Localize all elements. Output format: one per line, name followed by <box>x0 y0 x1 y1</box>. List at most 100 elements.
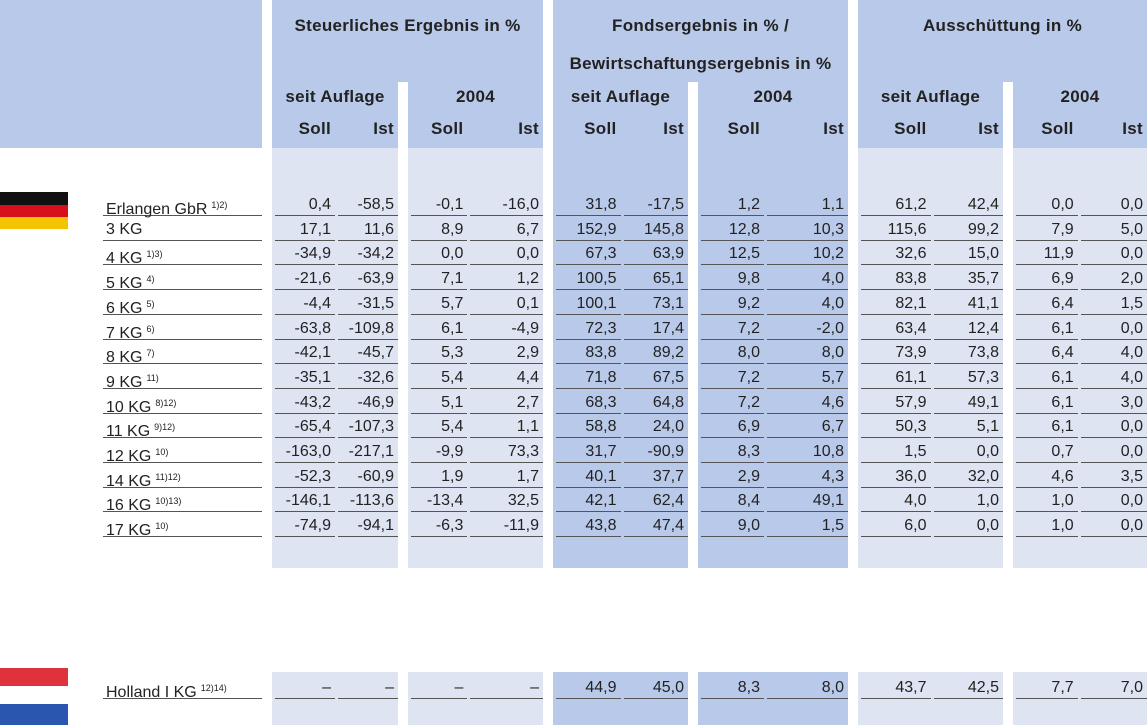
cell-value: -74,9 <box>275 515 335 538</box>
cell-value: 0,0 <box>470 243 543 266</box>
cell-value: 100,5 <box>556 268 621 291</box>
cell-value: 0,0 <box>1016 194 1078 216</box>
cell-value: 73,9 <box>861 342 931 365</box>
cell-value: 0,7 <box>1016 441 1078 463</box>
cell-value: -4,9 <box>470 318 543 340</box>
row-name: 7 KG 6) <box>103 318 262 342</box>
cell-value: 4,6 <box>1016 466 1078 488</box>
cell-value: 72,3 <box>556 318 621 340</box>
cell-value: -21,6 <box>275 268 335 291</box>
cell-value: 31,7 <box>556 441 621 463</box>
cell-value: 6,1 <box>1016 318 1078 340</box>
cell-value: 49,1 <box>933 392 1003 414</box>
cell-value: 0,0 <box>1080 194 1147 216</box>
cell-value: 42,5 <box>933 677 1003 699</box>
subcol: Ist <box>823 119 844 138</box>
flag-de <box>0 192 68 205</box>
cell-value: 49,1 <box>767 490 848 513</box>
cell-value: 12,5 <box>701 243 764 266</box>
subcol: Soll <box>298 119 331 138</box>
cell-value: 83,8 <box>556 342 621 365</box>
cell-value: 6,1 <box>1016 367 1078 389</box>
cell-value: 5,7 <box>767 367 848 389</box>
cell-value: 4,0 <box>767 293 848 315</box>
cell-value: 0,0 <box>1080 515 1147 538</box>
cell-value: -34,2 <box>338 243 398 266</box>
subcol: Soll <box>894 119 927 138</box>
footnote: 7) <box>146 348 155 359</box>
cell-value: 0,0 <box>933 515 1003 538</box>
cell-value: 63,9 <box>623 243 688 266</box>
cell-value: 5,1 <box>933 416 1003 439</box>
cell-value: -16,0 <box>470 194 543 216</box>
cell-value: 6,0 <box>861 515 931 538</box>
cell-value: 1,0 <box>933 490 1003 513</box>
subcol: Soll <box>431 119 464 138</box>
row-name: 4 KG 1)3) <box>103 243 262 267</box>
cell-value: -9,9 <box>411 441 468 463</box>
cell-value: 6,1 <box>1016 392 1078 414</box>
cell-value: 43,7 <box>861 677 931 699</box>
cell-value: 1,2 <box>701 194 764 216</box>
cell-value: 4,0 <box>767 268 848 291</box>
cell-value: 37,7 <box>623 466 688 488</box>
group-title: Fondsergebnis in % / <box>612 16 789 35</box>
cell-value: 7,1 <box>411 268 468 291</box>
gap <box>688 82 698 725</box>
cell-value: -146,1 <box>275 490 335 513</box>
period: seit Auflage <box>285 87 385 106</box>
cell-value: 0,0 <box>1080 416 1147 439</box>
footnote: 1)2) <box>211 200 228 210</box>
cell-value: 6,4 <box>1016 342 1078 365</box>
footnote: 8)12) <box>155 397 177 408</box>
cell-value: 3,0 <box>1080 392 1147 414</box>
flag-nl <box>0 668 68 686</box>
cell-value: 8,9 <box>411 219 468 241</box>
cell-value: 57,9 <box>861 392 931 414</box>
cell-value: -0,1 <box>411 194 468 216</box>
cell-value: 8,4 <box>701 490 764 513</box>
cell-value: 61,2 <box>861 194 931 216</box>
cell-value: 10,8 <box>767 441 848 463</box>
row-name: 12 KG 10) <box>103 441 262 465</box>
row-name: 14 KG 11)12) <box>103 466 262 490</box>
cell-value: 32,0 <box>933 466 1003 488</box>
subcol: Ist <box>978 119 999 138</box>
flag-de <box>0 217 68 229</box>
cell-value: – <box>411 677 468 699</box>
row-name: 16 KG 10)13) <box>103 490 262 514</box>
header-cell <box>0 0 262 148</box>
cell-value: 50,3 <box>861 416 931 439</box>
row-name: 11 KG 9)12) <box>103 416 262 440</box>
cell-value: 36,0 <box>861 466 931 488</box>
subcol: Soll <box>1041 119 1074 138</box>
cell-value: 11,6 <box>338 219 398 241</box>
cell-value: -4,4 <box>275 293 335 315</box>
cell-value: 8,3 <box>701 441 764 463</box>
cell-value: 9,2 <box>701 293 764 315</box>
cell-value: 6,4 <box>1016 293 1078 315</box>
footnote: 10)13) <box>155 496 182 507</box>
footnote: 5) <box>146 298 155 309</box>
cell-value: 8,0 <box>701 342 764 365</box>
cell-value: 61,1 <box>861 367 931 389</box>
footnote: 10) <box>155 521 169 532</box>
cell-value: 17,1 <box>275 219 335 241</box>
cell-value: 8,3 <box>701 677 764 699</box>
cell-value: -163,0 <box>275 441 335 463</box>
cell-value: 1,0 <box>1016 490 1078 513</box>
cell-value: 5,4 <box>411 367 468 389</box>
footnote: 1)3) <box>146 249 163 260</box>
row-name: 17 KG 10) <box>103 515 262 539</box>
cell-value: 32,6 <box>861 243 931 266</box>
cell-value: 6,9 <box>1016 268 1078 291</box>
cell-value: – <box>470 677 543 699</box>
cell-value: 0,0 <box>1080 490 1147 513</box>
cell-value: 63,4 <box>861 318 931 340</box>
footnote: 9)12) <box>154 422 176 433</box>
cell-value: 62,4 <box>623 490 688 513</box>
period: 2004 <box>753 87 793 106</box>
cell-value: 68,3 <box>556 392 621 414</box>
cell-value: 0,4 <box>275 194 335 216</box>
